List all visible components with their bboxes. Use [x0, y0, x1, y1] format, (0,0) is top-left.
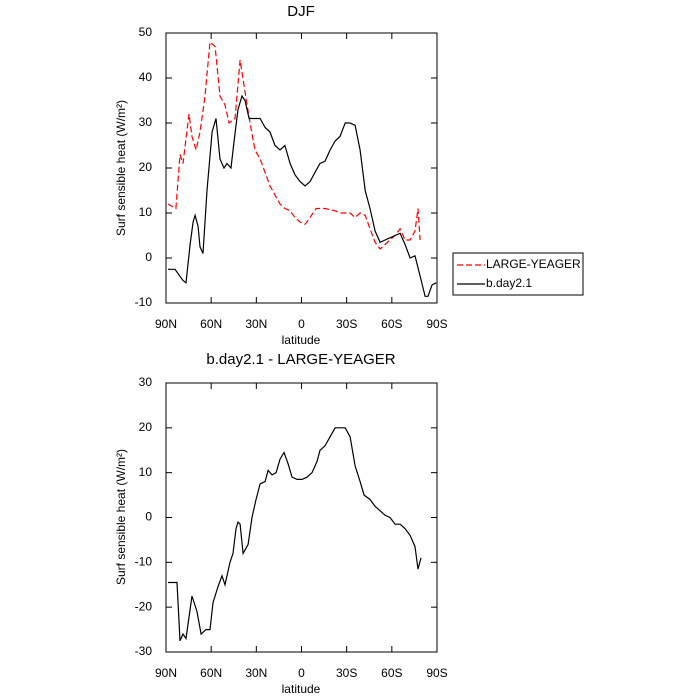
x-tick-label: 30N: [245, 317, 267, 331]
y-tick-label: 0: [145, 250, 152, 264]
y-axis-label: Surf sensible heat (W/m²): [114, 100, 128, 236]
x-tick-label: 60S: [381, 317, 402, 331]
y-tick-label: 0: [145, 510, 152, 524]
y-tick-label: 20: [139, 160, 153, 174]
x-axis-label: latitude: [282, 333, 321, 347]
plot-frame: [165, 382, 438, 653]
x-tick-label: 30S: [336, 666, 357, 680]
y-tick-label: -10: [135, 555, 153, 569]
x-tick-label: 90S: [426, 317, 447, 331]
y-tick-label: 40: [139, 70, 153, 84]
x-tick-label: 30N: [245, 666, 267, 680]
y-tick-label: 20: [139, 420, 153, 434]
legend-box: [452, 252, 584, 296]
y-tick-label: -20: [135, 599, 153, 613]
x-tick-label: 30S: [336, 317, 357, 331]
y-tick-label: 10: [139, 465, 153, 479]
y-tick-label: -10: [135, 295, 153, 309]
y-tick-label: 30: [139, 375, 153, 389]
data-line: [167, 40, 421, 250]
x-tick-label: 90N: [155, 317, 177, 331]
x-tick-label: 90N: [155, 666, 177, 680]
data-line: [168, 94, 437, 297]
y-axis-label: Surf sensible heat (W/m²): [114, 449, 128, 585]
x-tick-label: 60N: [200, 666, 222, 680]
y-tick-label: -30: [135, 644, 153, 658]
x-tick-label: 0: [298, 317, 305, 331]
x-tick-label: 60S: [381, 666, 402, 680]
data-line: [168, 427, 422, 642]
y-tick-label: 30: [139, 115, 153, 129]
x-axis-label: latitude: [282, 682, 321, 696]
legend-label: b.day2.1: [486, 276, 532, 290]
chart-title: DJF: [287, 3, 315, 20]
legend-label: LARGE-YEAGER: [486, 257, 581, 271]
y-tick-label: 10: [139, 205, 153, 219]
x-tick-label: 60N: [200, 317, 222, 331]
y-tick-label: 50: [139, 25, 153, 39]
x-tick-label: 90S: [426, 666, 447, 680]
chart-title: b.day2.1 - LARGE-YEAGER: [206, 351, 395, 368]
x-tick-label: 0: [298, 666, 305, 680]
